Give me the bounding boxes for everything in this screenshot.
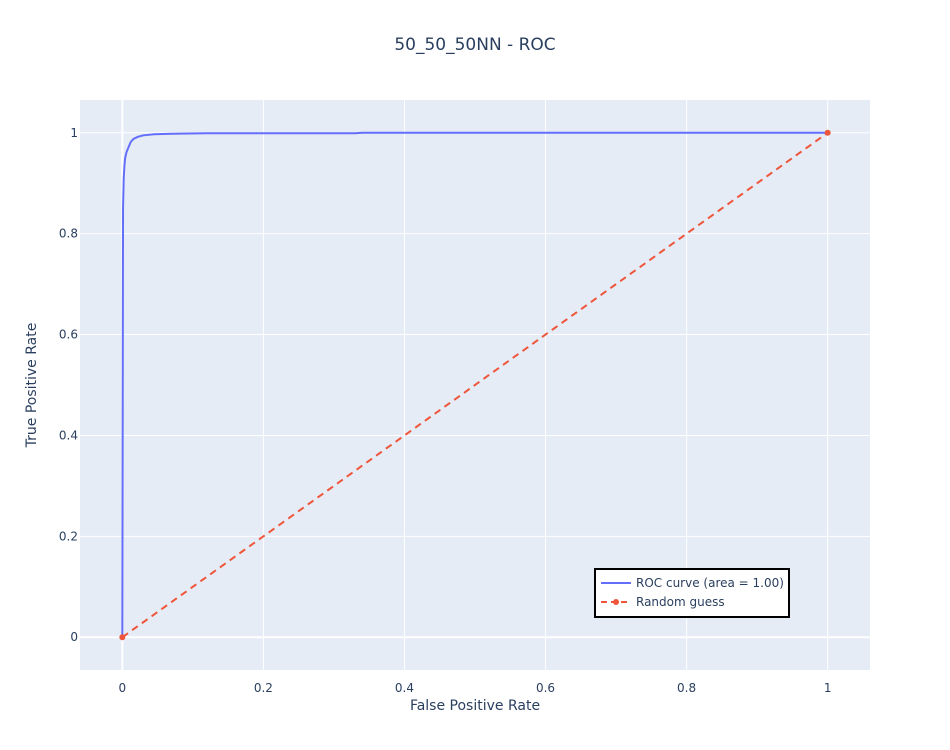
y-tick-label: 1 <box>70 126 78 140</box>
legend-label-random: Random guess <box>636 595 725 609</box>
series-point-1 <box>119 634 126 641</box>
y-tick-label: 0.4 <box>59 428 78 442</box>
y-tick-label: 0.8 <box>59 227 78 241</box>
y-tick-labels: 0 0.2 0.4 0.6 0.8 1 <box>59 126 78 644</box>
legend-label-roc: ROC curve (area = 1.00) <box>636 576 784 590</box>
y-axis-title: True Positive Rate <box>24 323 40 449</box>
series-line-0 <box>121 131 828 638</box>
x-axis-title: False Positive Rate <box>410 698 540 714</box>
x-tick-label: 0.4 <box>395 681 414 695</box>
x-tick-label: 0.2 <box>254 681 273 695</box>
x-tick-label: 1 <box>824 681 832 695</box>
y-tick-label: 0 <box>70 630 78 644</box>
series-layer <box>119 129 831 641</box>
y-tick-label: 0.6 <box>59 328 78 342</box>
legend[interactable]: ROC curve (area = 1.00) Random guess <box>594 568 790 618</box>
x-tick-label: 0.8 <box>677 681 696 695</box>
legend-marker-random <box>613 599 619 605</box>
x-tick-labels: 0 0.2 0.4 0.6 0.8 1 <box>119 681 832 695</box>
chart-title: 50_50_50NN - ROC <box>394 35 555 55</box>
y-tick-label: 0.2 <box>59 529 78 543</box>
series-point-1 <box>824 129 831 136</box>
grid-lines <box>80 100 870 670</box>
series-line-1 <box>121 131 829 639</box>
x-tick-label: 0 <box>119 681 127 695</box>
x-tick-label: 0.6 <box>536 681 555 695</box>
legend-item-roc[interactable]: ROC curve (area = 1.00) <box>601 576 784 590</box>
legend-item-random[interactable]: Random guess <box>601 595 725 609</box>
legend-box <box>594 568 790 618</box>
